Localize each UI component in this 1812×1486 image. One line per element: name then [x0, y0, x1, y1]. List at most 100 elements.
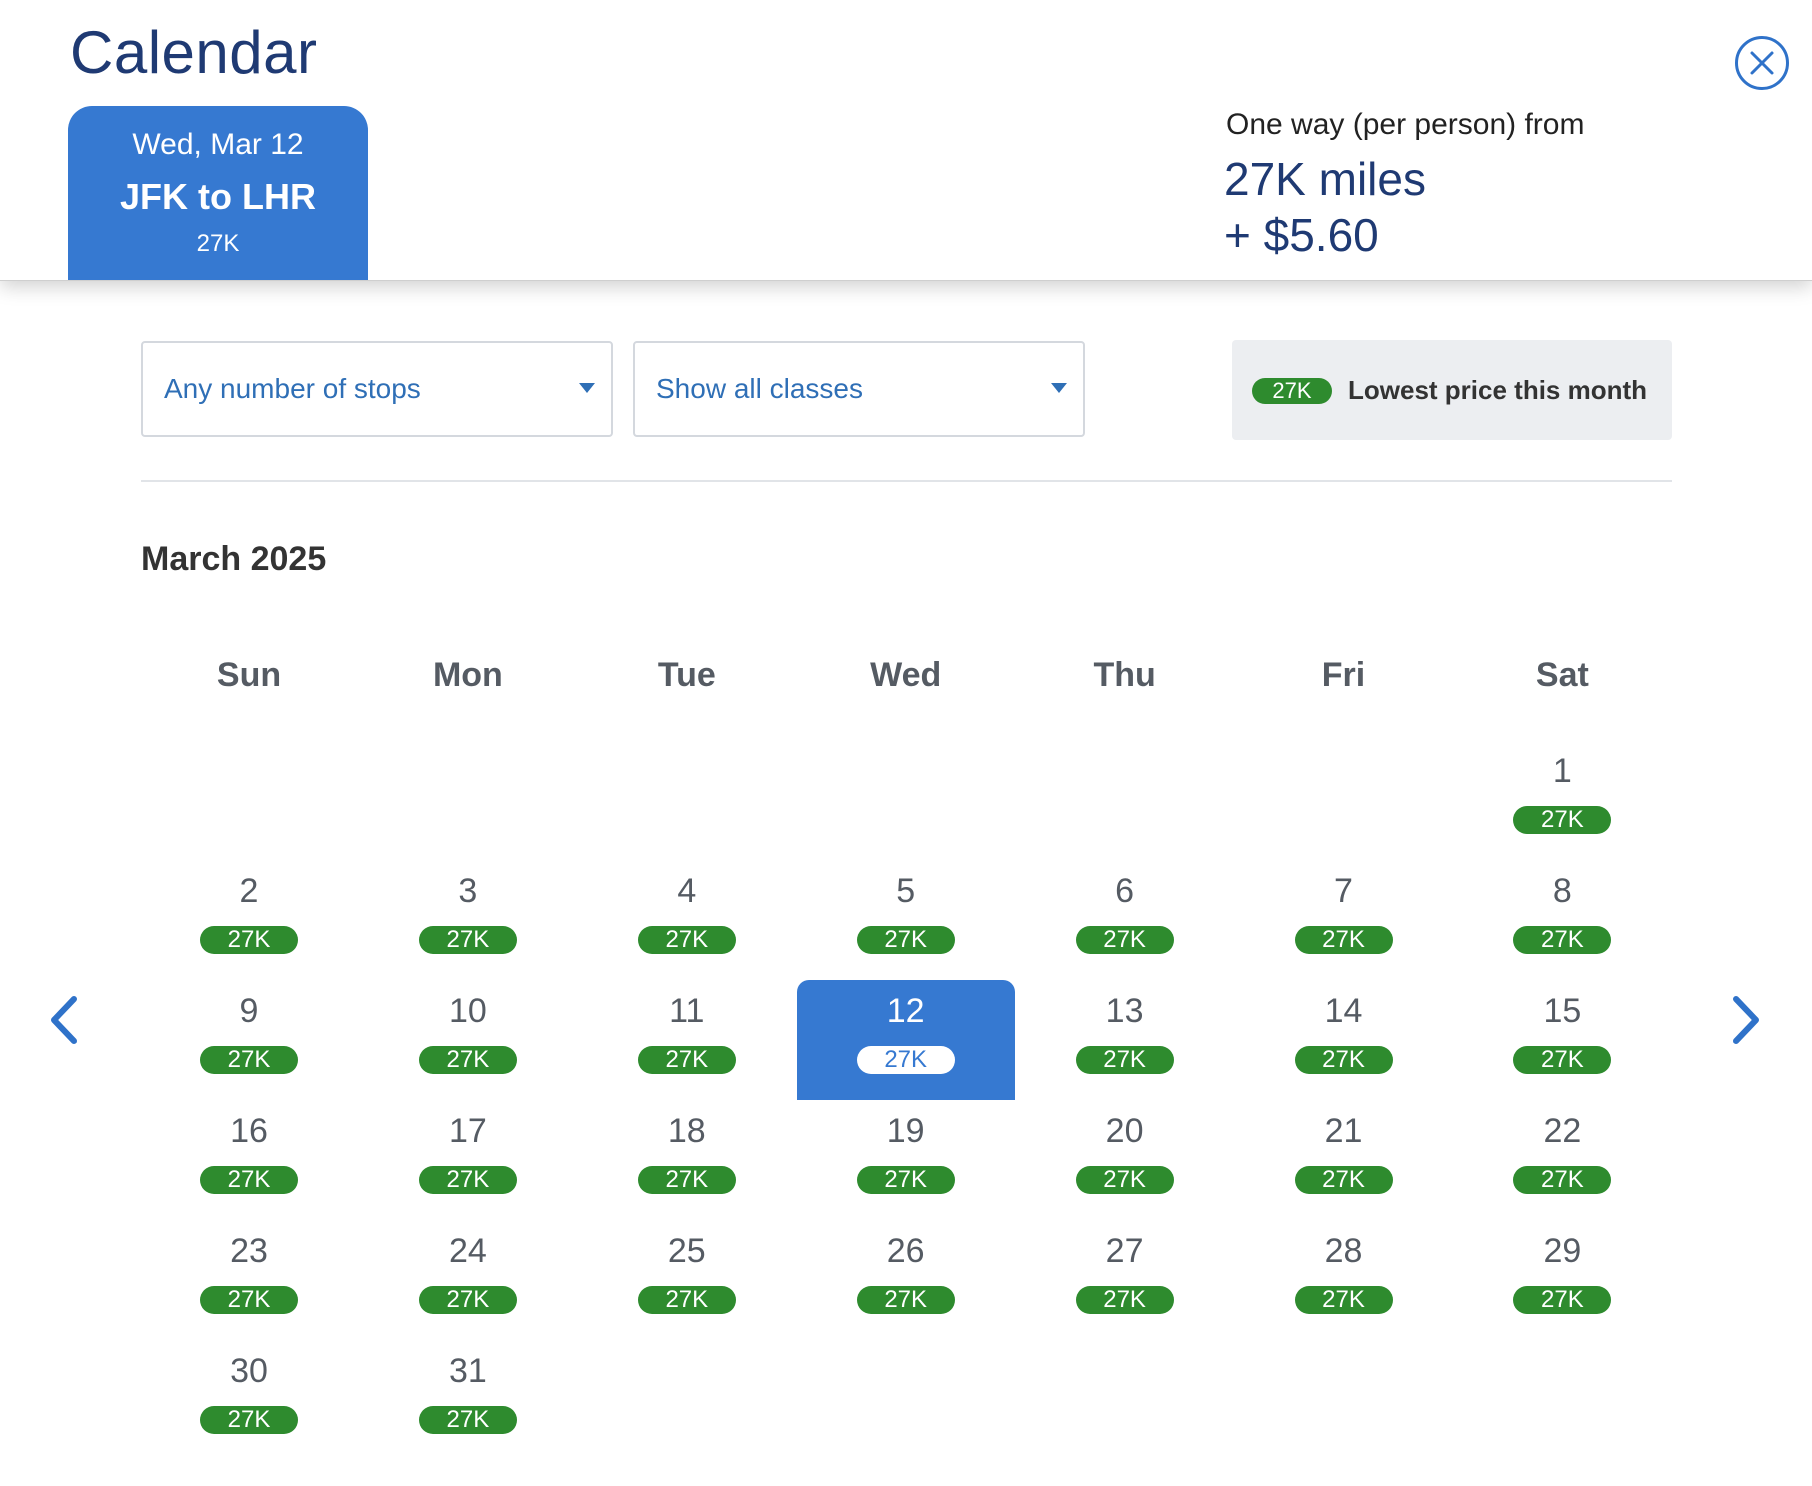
day-number: 18: [667, 1112, 706, 1150]
calendar-day-cell[interactable]: 6 27K: [1016, 860, 1234, 980]
day-price-pill: 27K: [1294, 1166, 1393, 1194]
day-price-pill: 27K: [856, 1286, 955, 1314]
day-price-pill: 27K: [1513, 1166, 1612, 1194]
day-number: 24: [448, 1232, 487, 1270]
day-price-pill: 27K: [200, 1406, 298, 1434]
calendar-day-cell[interactable]: 1 27K: [1453, 740, 1671, 860]
legend-price-pill: 27K: [1252, 378, 1332, 404]
weekday-label: Sat: [1535, 656, 1589, 694]
day-price-pill: 27K: [1294, 1046, 1393, 1074]
calendar-day-cell[interactable]: 25 27K: [578, 1220, 796, 1340]
calendar-day-cell[interactable]: 19 27K: [797, 1100, 1015, 1220]
calendar-day-cell[interactable]: 12 27K: [796, 980, 1015, 1100]
stops-select[interactable]: Any number of stops: [141, 341, 613, 437]
day-price-pill: 27K: [200, 1166, 298, 1194]
day-price-pill: 27K: [637, 926, 736, 954]
calendar-day-cell[interactable]: 31 27K: [359, 1340, 577, 1460]
weekday-label: Thu: [1093, 656, 1156, 694]
calendar-day-cell[interactable]: 28 27K: [1235, 1220, 1453, 1340]
divider: [141, 480, 1672, 482]
day-price-pill: 27K: [1513, 1046, 1612, 1074]
calendar-day-cell[interactable]: 22 27K: [1453, 1100, 1671, 1220]
day-number: 31: [448, 1352, 487, 1390]
day-number: 29: [1543, 1232, 1582, 1270]
calendar-day-cell[interactable]: 16 27K: [140, 1100, 358, 1220]
calendar-day-cell[interactable]: 10 27K: [359, 980, 577, 1100]
calendar-day-cell[interactable]: 9 27K: [140, 980, 358, 1100]
calendar-day-cell[interactable]: 2 27K: [140, 860, 358, 980]
day-price-pill: 27K: [856, 1166, 955, 1194]
day-number: 15: [1543, 992, 1582, 1030]
day-number: 7: [1334, 872, 1353, 910]
day-price-pill: 27K: [1294, 1286, 1393, 1314]
day-number: 10: [448, 992, 487, 1030]
day-price-pill: 27K: [418, 1166, 517, 1194]
day-number: 28: [1324, 1232, 1363, 1270]
calendar-day-cell[interactable]: 5 27K: [797, 860, 1015, 980]
trip-tab-selected[interactable]: Wed, Mar 12 JFK to LHR 27K: [68, 106, 368, 280]
close-icon: [1750, 51, 1774, 75]
stops-select-label: Any number of stops: [164, 373, 421, 404]
calendar-day-cell[interactable]: 7 27K: [1235, 860, 1453, 980]
calendar-day-cell[interactable]: 27 27K: [1016, 1220, 1234, 1340]
day-price-pill: 27K: [856, 1046, 955, 1074]
calendar-day-cell[interactable]: 23 27K: [140, 1220, 358, 1340]
fare-miles: 27K miles: [1224, 153, 1426, 205]
calendar-day-cell[interactable]: 4 27K: [578, 860, 796, 980]
day-number: 8: [1552, 872, 1572, 910]
close-button[interactable]: [1735, 36, 1789, 90]
calendar-day-cell[interactable]: 21 27K: [1235, 1100, 1453, 1220]
calendar-day-cell[interactable]: 3 27K: [359, 860, 577, 980]
day-price-pill: 27K: [856, 926, 955, 954]
day-number: 11: [669, 992, 705, 1030]
calendar-day-cell[interactable]: 15 27K: [1453, 980, 1671, 1100]
day-number: 2: [239, 872, 259, 910]
calendar-day-cell[interactable]: 18 27K: [578, 1100, 796, 1220]
day-number: 27: [1105, 1232, 1144, 1270]
day-number: 26: [886, 1232, 925, 1270]
next-month-button[interactable]: [1720, 985, 1770, 1055]
weekday-label: Sun: [216, 656, 282, 694]
day-number: 13: [1105, 992, 1144, 1030]
day-price-pill: 27K: [200, 926, 298, 954]
chevron-left-icon: [51, 996, 77, 1044]
calendar-day-cell[interactable]: 30 27K: [140, 1340, 358, 1460]
day-price-pill: 27K: [418, 1406, 517, 1434]
day-number: 20: [1105, 1112, 1144, 1150]
calendar-day-cell[interactable]: 29 27K: [1453, 1220, 1671, 1340]
caret-down-icon: [1051, 383, 1067, 393]
calendar-day-cell[interactable]: 20 27K: [1016, 1100, 1234, 1220]
day-number: 25: [667, 1232, 706, 1270]
calendar-day-cell[interactable]: 24 27K: [359, 1220, 577, 1340]
fare-label: One way (per person) from: [1226, 108, 1585, 141]
month-title: March 2025: [141, 540, 327, 578]
day-price-pill: 27K: [1075, 1286, 1174, 1314]
trip-route: JFK to LHR: [120, 176, 316, 217]
day-number: 1: [1552, 752, 1572, 790]
previous-month-button[interactable]: [40, 985, 90, 1055]
day-price-pill: 27K: [1513, 1286, 1612, 1314]
calendar-day-cell[interactable]: 8 27K: [1453, 860, 1671, 980]
day-number: 23: [230, 1232, 268, 1270]
day-number: 9: [239, 992, 259, 1030]
calendar-day-cell[interactable]: 14 27K: [1235, 980, 1453, 1100]
calendar-day-cell[interactable]: 17 27K: [359, 1100, 577, 1220]
calendar-day-cell[interactable]: 11 27K: [578, 980, 796, 1100]
calendar-header: Calendar Wed, Mar 12 JFK to LHR 27K One …: [0, 0, 1812, 281]
day-price-pill: 27K: [1075, 1166, 1174, 1194]
day-number: 22: [1543, 1112, 1582, 1150]
calendar-day-cell[interactable]: 13 27K: [1016, 980, 1234, 1100]
calendar-day-cell[interactable]: 26 27K: [797, 1220, 1015, 1340]
day-number: 21: [1324, 1112, 1363, 1150]
day-number: 5: [896, 872, 916, 910]
day-price-pill: 27K: [418, 1286, 517, 1314]
calendar-grid: 1 27K 2 27K 3 27K 4 27K 5 27K 6 27K 7 27K 8 27K 9 27K 10 27…: [140, 740, 1672, 1460]
day-price-pill: 27K: [1513, 806, 1612, 834]
day-number: 16: [230, 1112, 268, 1150]
price-legend: 27K Lowest price this month: [1232, 340, 1672, 440]
weekday-label: Wed: [870, 656, 942, 694]
weekday-label: Fri: [1321, 656, 1366, 694]
weekday-label: Tue: [657, 656, 716, 694]
classes-select[interactable]: Show all classes: [633, 341, 1085, 437]
